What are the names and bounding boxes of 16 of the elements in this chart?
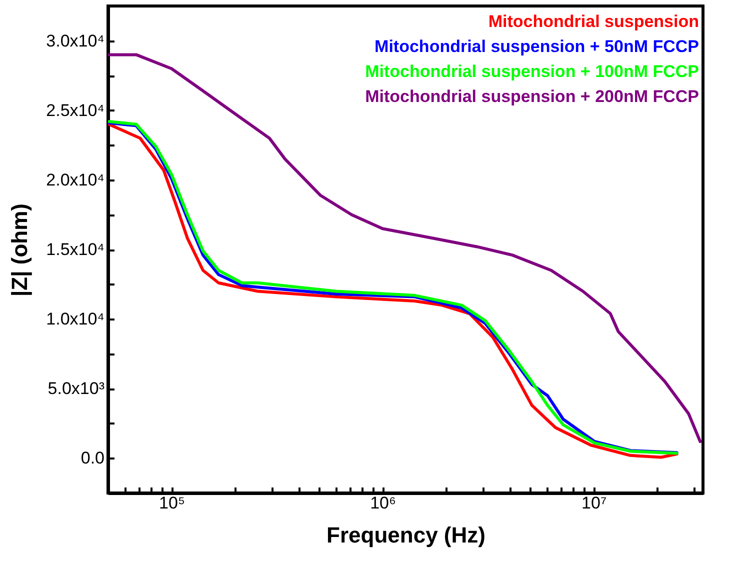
y-tick-label: 1.0x10⁴ bbox=[46, 310, 104, 329]
y-tick-label: 1.5x10⁴ bbox=[46, 240, 104, 259]
text: Mitochondrial suspension bbox=[488, 12, 699, 31]
x-tick-label: 10⁶ bbox=[370, 494, 396, 512]
text: Mitochondrial suspension + 50nM FCCP bbox=[374, 37, 699, 56]
x-tick-label: 10⁵ bbox=[159, 494, 186, 512]
x-axis-title: Frequency (Hz) bbox=[326, 522, 486, 548]
y-tick-label: 0.0 bbox=[80, 448, 104, 468]
y-tick-label: 3.0x10⁴ bbox=[46, 31, 104, 50]
x-tick-label: 10⁷ bbox=[582, 494, 607, 512]
y-tick-label: 2.5x10⁴ bbox=[46, 100, 104, 120]
y-tick-label: 5.0x10³ bbox=[48, 379, 105, 398]
text: Mitochondrial suspension + 100nM FCCP bbox=[365, 62, 699, 81]
y-axis-title: |Z| (ohm) bbox=[7, 204, 32, 296]
y-tick-label: 2.0x10⁴ bbox=[46, 170, 104, 190]
text: Mitochondrial suspension + 200nM FCCP bbox=[365, 87, 699, 106]
